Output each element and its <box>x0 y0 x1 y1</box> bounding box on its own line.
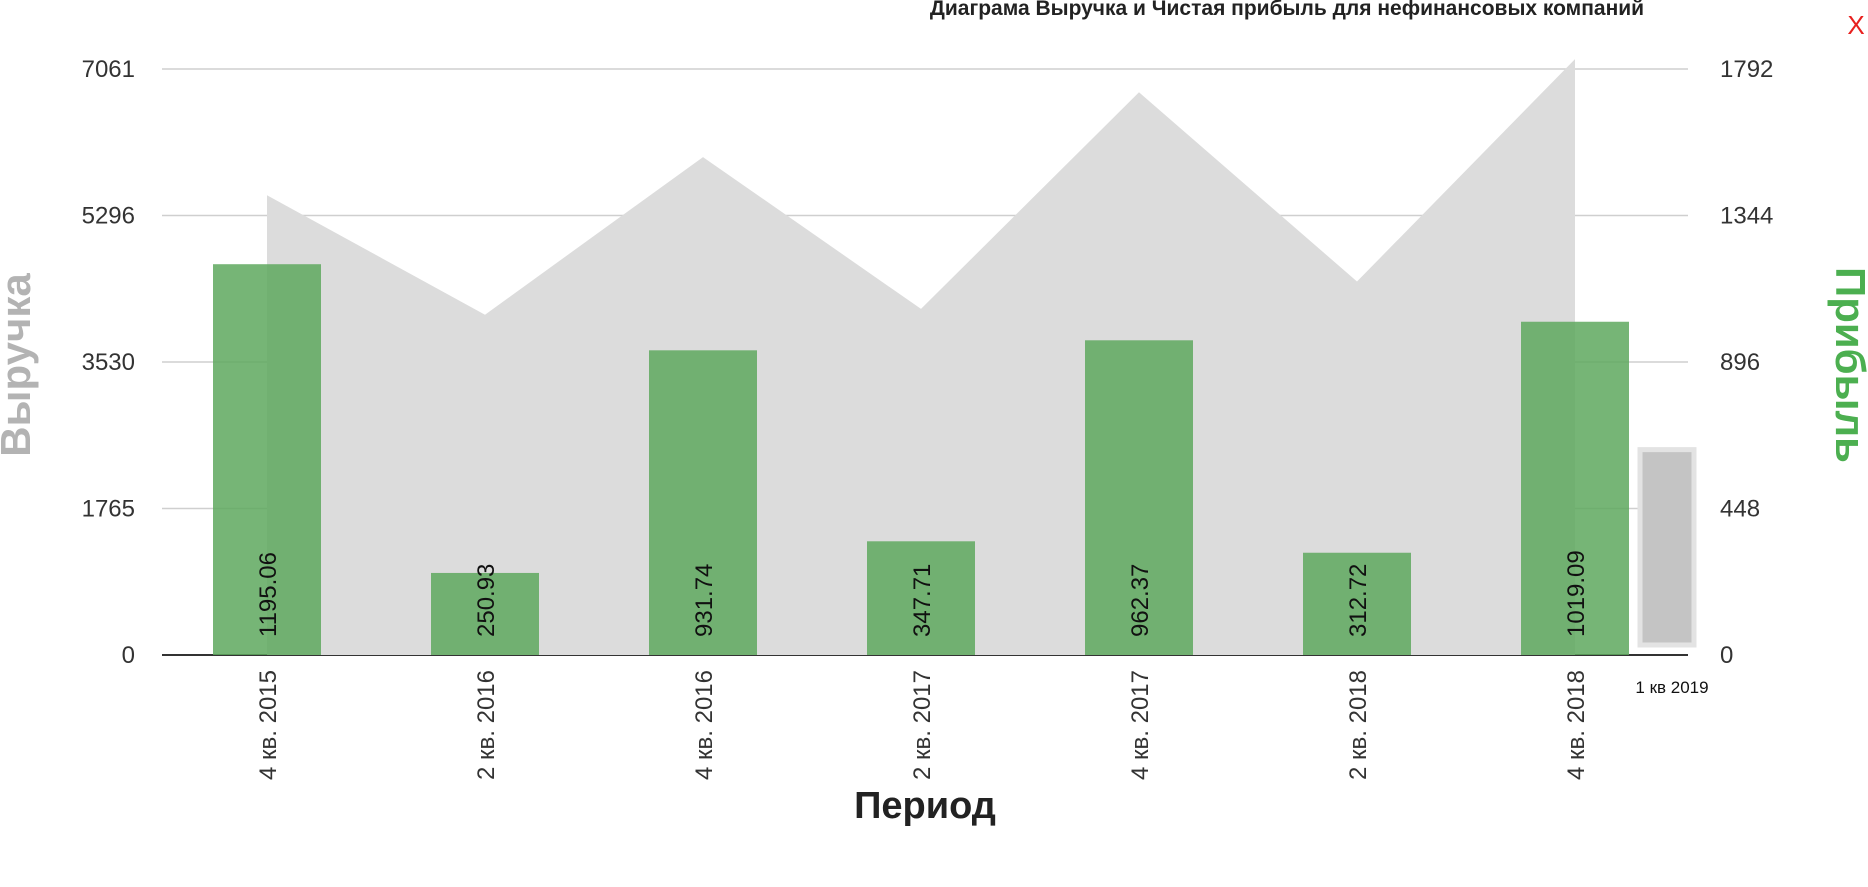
y-right-tick-label: 0 <box>1720 642 1733 669</box>
profit-bars-layer: 1195.06 250.93 931.74 347.71 962.37 312.72 101… <box>213 264 1697 655</box>
y-left-tick-label: 0 <box>122 642 135 669</box>
bar-value-label: 347.71 <box>909 564 936 637</box>
x-axis-label: Период <box>854 785 996 827</box>
axis-ticks: 0 0 1765 448 3530 896 5296 1344 7061 1792 4 кв. 20… <box>82 56 1774 780</box>
profit-bar[interactable] <box>1303 552 1411 655</box>
y-right-tick-label: 1344 <box>1720 203 1773 230</box>
bar-value-label: 1019.09 <box>1563 550 1590 637</box>
x-tick-label: 4 кв. 2016 <box>691 670 718 780</box>
profit-bar[interactable] <box>431 572 539 655</box>
x-tick-label: 4 кв. 2017 <box>1127 670 1154 780</box>
profit-bar[interactable] <box>1085 340 1193 655</box>
y-axis-right-label: Прибыль <box>1827 267 1868 463</box>
bar-value-label: 312.72 <box>1345 564 1372 637</box>
chart-title: Диаграма Выручка и Чистая прибыль для не… <box>930 0 1644 20</box>
bar-value-label: 1195.06 <box>255 552 282 637</box>
x-tick-label: 2 кв. 2018 <box>1345 670 1372 780</box>
revenue-area <box>267 59 1575 656</box>
bar-value-label: 962.37 <box>1127 564 1154 637</box>
extra-period-bar[interactable] <box>1637 447 1697 648</box>
x-tick-label: 4 кв. 2018 <box>1563 670 1590 780</box>
revenue-area-layer <box>267 59 1575 656</box>
y-left-tick-label: 1765 <box>82 496 135 523</box>
y-right-tick-label: 896 <box>1720 349 1760 376</box>
bar-value-label: 931.74 <box>691 564 718 637</box>
y-right-tick-label: 1792 <box>1720 56 1773 83</box>
profit-bar[interactable] <box>1521 321 1629 655</box>
x-tick-label: 2 кв. 2017 <box>909 670 936 780</box>
profit-bar[interactable] <box>867 541 975 655</box>
y-left-tick-label: 7061 <box>82 56 135 83</box>
y-left-tick-label: 5296 <box>82 203 135 230</box>
extra-period-label: 1 кв 2019 <box>1635 678 1708 697</box>
x-tick-label: 2 кв. 2016 <box>473 670 500 780</box>
y-right-tick-label: 448 <box>1720 496 1760 523</box>
profit-bar[interactable] <box>649 350 757 655</box>
profit-bar[interactable] <box>213 264 321 655</box>
x-tick-label: 4 кв. 2015 <box>255 670 282 780</box>
close-button[interactable]: X <box>1847 10 1864 40</box>
y-left-tick-label: 3530 <box>82 349 135 376</box>
bar-value-label: 250.93 <box>473 564 500 637</box>
y-axis-left-label: Выручка <box>0 273 39 457</box>
